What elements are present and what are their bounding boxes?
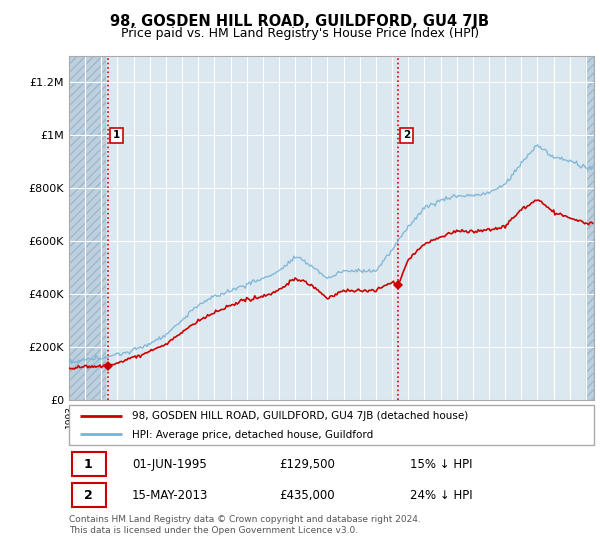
Text: 01-JUN-1995: 01-JUN-1995: [132, 458, 207, 471]
Text: HPI: Average price, detached house, Guildford: HPI: Average price, detached house, Guil…: [132, 430, 373, 440]
Bar: [586, 56, 594, 400]
FancyBboxPatch shape: [69, 405, 594, 445]
Text: Contains HM Land Registry data © Crown copyright and database right 2024.
This d: Contains HM Land Registry data © Crown c…: [69, 515, 421, 535]
Text: £129,500: £129,500: [279, 458, 335, 471]
Text: 2: 2: [84, 488, 93, 502]
Text: 2: 2: [403, 130, 410, 141]
Text: 98, GOSDEN HILL ROAD, GUILDFORD, GU4 7JB: 98, GOSDEN HILL ROAD, GUILDFORD, GU4 7JB: [110, 14, 490, 29]
Bar: [586, 56, 594, 400]
Text: 1: 1: [113, 130, 120, 141]
Bar: [69, 56, 106, 400]
Text: Price paid vs. HM Land Registry's House Price Index (HPI): Price paid vs. HM Land Registry's House …: [121, 27, 479, 40]
Text: £435,000: £435,000: [279, 488, 335, 502]
Text: 98, GOSDEN HILL ROAD, GUILDFORD, GU4 7JB (detached house): 98, GOSDEN HILL ROAD, GUILDFORD, GU4 7JB…: [132, 411, 468, 421]
Bar: [69, 56, 106, 400]
FancyBboxPatch shape: [71, 452, 106, 477]
Text: 24% ↓ HPI: 24% ↓ HPI: [410, 488, 473, 502]
FancyBboxPatch shape: [71, 483, 106, 507]
Text: 15% ↓ HPI: 15% ↓ HPI: [410, 458, 473, 471]
Text: 1: 1: [84, 458, 93, 471]
Text: 15-MAY-2013: 15-MAY-2013: [132, 488, 208, 502]
